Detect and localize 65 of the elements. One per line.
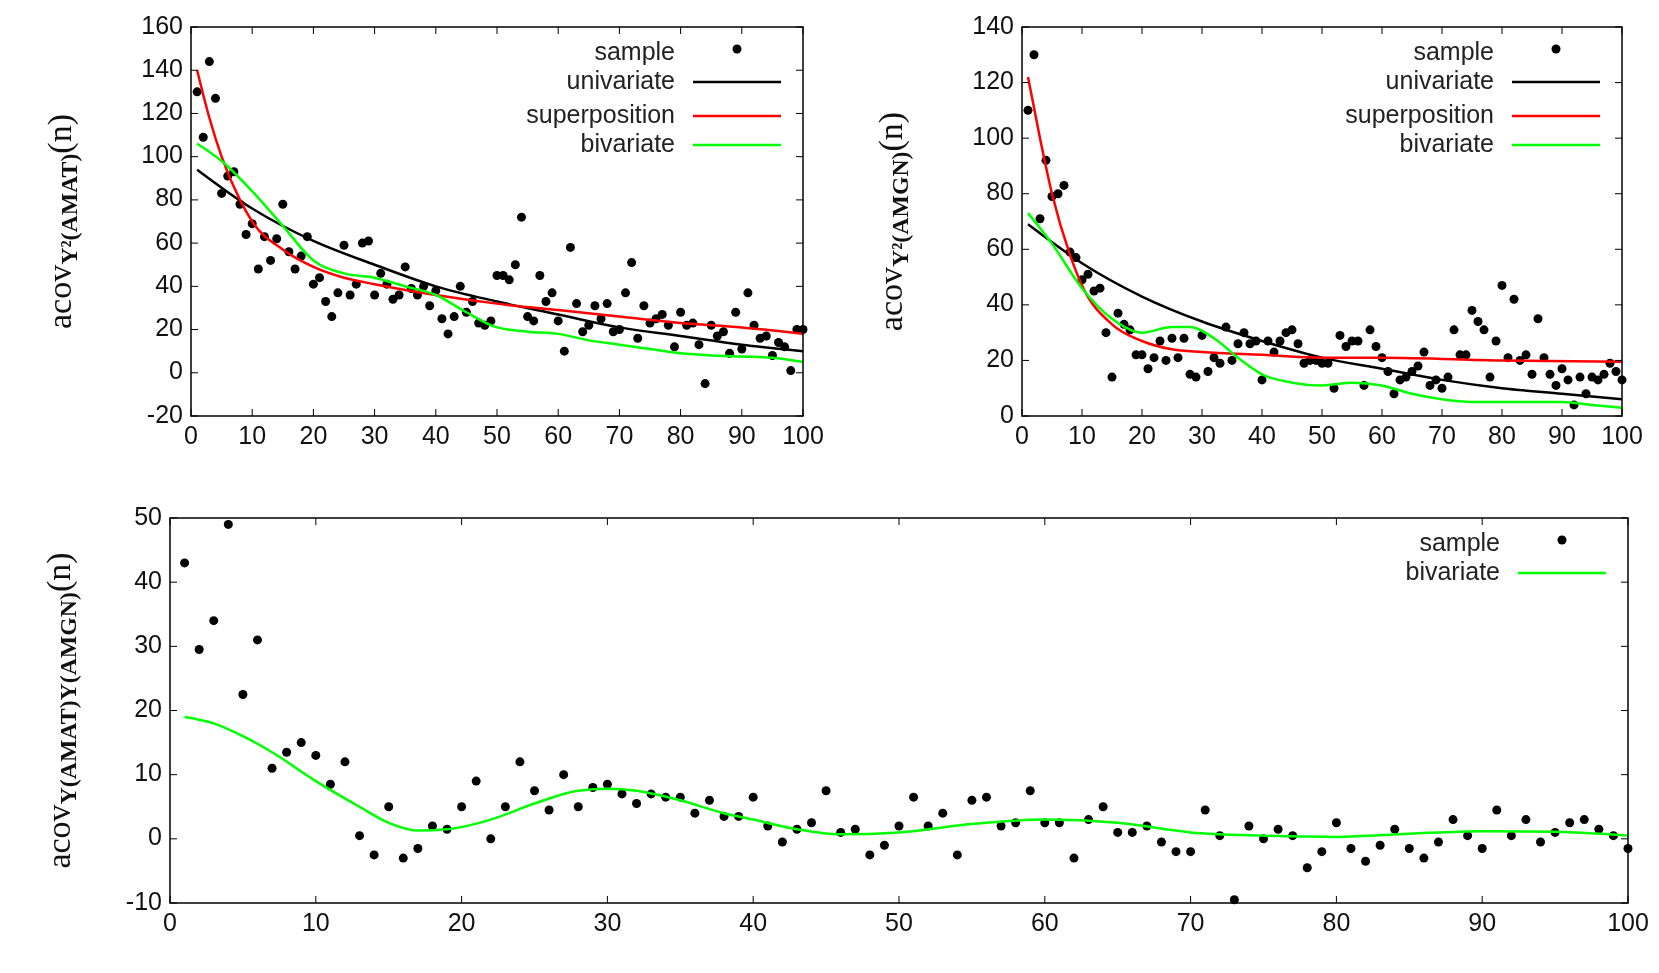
y-tick-label: 0 [1000, 399, 1014, 428]
y-tick-label: 20 [986, 344, 1014, 373]
x-tick-label: 50 [483, 421, 511, 449]
y-tick-label: 120 [141, 97, 183, 126]
y-tick-label: 0 [148, 822, 162, 851]
y-tick-label: 20 [134, 694, 162, 723]
y-tick-label: 100 [141, 140, 183, 169]
legend-label: superposition [1345, 99, 1494, 128]
x-tick-label: 80 [1488, 421, 1516, 449]
x-tick-label: 100 [782, 421, 824, 449]
x-tick-label: 20 [299, 421, 328, 449]
y-tick-label: 60 [155, 226, 183, 255]
y-tick-label: 20 [155, 313, 183, 342]
legend-label: sample [594, 36, 675, 65]
x-tick-label: 40 [739, 908, 768, 936]
y-tick-label: 40 [134, 565, 162, 594]
x-tick-label: 60 [1368, 421, 1396, 449]
legend-label: univariate [566, 65, 675, 94]
y-tick-label: 40 [986, 288, 1014, 317]
y-tick-label: 60 [986, 232, 1014, 261]
x-tick-label: 30 [360, 421, 389, 449]
y-tick-label: 120 [972, 66, 1014, 95]
y-tick-label: 140 [141, 53, 183, 82]
x-tick-label: 20 [1128, 421, 1156, 449]
x-tick-label: 100 [1601, 421, 1643, 449]
y-tick-label: 80 [986, 177, 1014, 206]
x-tick-label: 50 [1308, 421, 1336, 449]
x-tick-label: 20 [447, 908, 476, 936]
x-tick-label: 60 [544, 421, 573, 449]
y-tick-label: 10 [134, 758, 162, 787]
legend-label: sample [1419, 527, 1500, 556]
y-tick-label: 140 [972, 10, 1014, 39]
x-tick-label: 40 [1248, 421, 1276, 449]
x-tick-label: 90 [727, 421, 756, 449]
x-tick-label: 60 [1030, 908, 1059, 936]
y-tick-label: -10 [125, 886, 162, 915]
y-tick-label: 160 [141, 10, 183, 39]
legend-label: bivariate [1405, 556, 1500, 585]
y-tick-label: 100 [972, 121, 1014, 150]
x-tick-label: 80 [1322, 908, 1351, 936]
x-tick-label: 50 [885, 908, 913, 936]
legend-label: bivariate [580, 128, 675, 157]
x-tick-label: 70 [605, 421, 634, 449]
legend-label: bivariate [1399, 128, 1494, 157]
y-tick-label: 40 [155, 269, 183, 298]
x-tick-label: 90 [1468, 908, 1497, 936]
y-tick-label: -20 [146, 399, 183, 428]
x-tick-label: 70 [1428, 421, 1456, 449]
x-tick-label: 10 [238, 421, 267, 449]
y-tick-label: 0 [169, 356, 183, 385]
y-tick-label: 80 [155, 183, 183, 212]
y-tick-label: 30 [134, 629, 162, 658]
x-tick-label: 40 [421, 421, 450, 449]
x-tick-label: 30 [593, 908, 622, 936]
x-tick-label: 10 [301, 908, 330, 936]
legend-label: sample [1413, 36, 1494, 65]
x-tick-label: 10 [1068, 421, 1096, 449]
x-tick-label: 90 [1548, 421, 1576, 449]
x-tick-label: 30 [1188, 421, 1216, 449]
x-tick-label: 80 [666, 421, 695, 449]
legend-label: superposition [526, 99, 675, 128]
y-tick-label: 50 [134, 501, 162, 530]
legend-label: univariate [1385, 65, 1494, 94]
x-tick-label: 70 [1176, 908, 1205, 936]
x-tick-label: 100 [1607, 908, 1649, 936]
